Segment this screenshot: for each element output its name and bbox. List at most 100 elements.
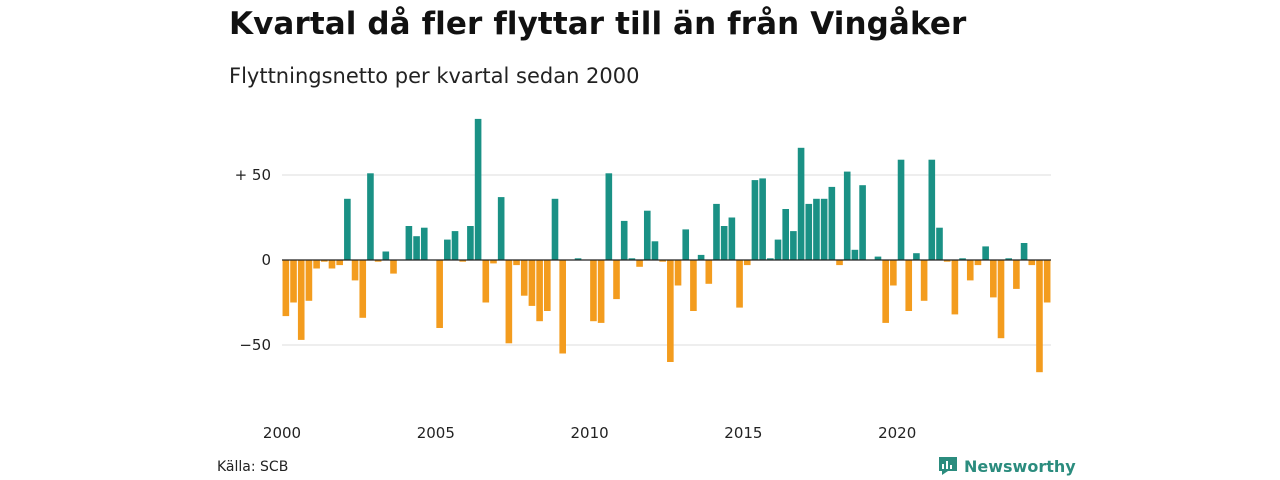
bar bbox=[505, 260, 513, 344]
bar bbox=[620, 220, 628, 260]
bar bbox=[597, 260, 605, 323]
bar bbox=[959, 258, 966, 260]
bar bbox=[359, 260, 367, 318]
bar bbox=[651, 241, 659, 260]
axis-layer: + 50 0 −50 2000 2005 2010 2015 2020 bbox=[235, 166, 1051, 442]
bar bbox=[790, 231, 797, 260]
bar bbox=[913, 253, 920, 260]
y-tick-label: 0 bbox=[261, 251, 271, 269]
bar bbox=[820, 198, 828, 260]
bar bbox=[536, 260, 543, 322]
bar bbox=[551, 198, 559, 260]
bar bbox=[836, 260, 843, 266]
chart-title: Kvartal då fler flyttar till än från Vin… bbox=[229, 6, 967, 42]
bar bbox=[874, 256, 882, 260]
bar bbox=[697, 254, 705, 260]
bar bbox=[936, 227, 943, 260]
brand-logo[interactable]: Newsworthy bbox=[938, 456, 1076, 476]
bar bbox=[643, 210, 651, 260]
bar bbox=[843, 171, 851, 260]
bar bbox=[920, 260, 928, 301]
bar bbox=[1028, 260, 1036, 266]
bar bbox=[513, 260, 520, 266]
x-tick-label: 2005 bbox=[417, 424, 455, 442]
bar bbox=[1005, 258, 1013, 260]
bar bbox=[767, 258, 774, 260]
bar bbox=[297, 260, 305, 340]
bar bbox=[782, 209, 789, 260]
bar bbox=[636, 260, 643, 267]
bar bbox=[751, 180, 759, 260]
x-tick-label: 2000 bbox=[263, 424, 301, 442]
bar bbox=[974, 260, 982, 266]
bar bbox=[1020, 243, 1028, 260]
bar bbox=[520, 260, 528, 296]
bar bbox=[851, 249, 859, 260]
bar bbox=[813, 198, 820, 260]
x-tick-label: 2020 bbox=[878, 424, 916, 442]
bar bbox=[1043, 260, 1051, 303]
bar bbox=[882, 260, 889, 323]
bar bbox=[390, 260, 397, 274]
bar bbox=[436, 260, 443, 328]
bar bbox=[474, 118, 482, 261]
bar bbox=[705, 260, 713, 284]
bar bbox=[613, 260, 620, 300]
bar bbox=[966, 260, 974, 281]
bar bbox=[382, 251, 390, 260]
bar bbox=[774, 239, 782, 260]
bar bbox=[367, 173, 374, 260]
bar bbox=[659, 260, 666, 262]
x-tick-label: 2015 bbox=[724, 424, 762, 442]
bar bbox=[467, 226, 474, 260]
bar bbox=[420, 227, 428, 260]
bar bbox=[690, 260, 697, 311]
bar bbox=[344, 198, 351, 260]
bar bbox=[736, 260, 743, 308]
bar bbox=[713, 203, 720, 260]
bar bbox=[544, 260, 551, 311]
bar bbox=[759, 178, 766, 260]
bar bbox=[859, 185, 866, 260]
bar bbox=[997, 260, 1005, 339]
bar bbox=[605, 173, 613, 260]
bar bbox=[943, 260, 951, 262]
grid-layer bbox=[282, 174, 1051, 346]
bar bbox=[928, 159, 936, 260]
bar bbox=[282, 260, 290, 317]
bar bbox=[1013, 260, 1020, 289]
x-tick-label: 2010 bbox=[571, 424, 609, 442]
bar bbox=[897, 159, 905, 260]
bar bbox=[797, 147, 805, 260]
bar bbox=[951, 260, 959, 315]
source-note: Källa: SCB bbox=[217, 459, 289, 475]
bar bbox=[497, 197, 505, 260]
chart-subtitle: Flyttningsnetto per kvartal sedan 2000 bbox=[229, 64, 640, 88]
bar bbox=[328, 260, 336, 269]
bar bbox=[336, 260, 343, 266]
bar bbox=[720, 226, 728, 260]
bar bbox=[451, 231, 459, 260]
bar bbox=[990, 260, 997, 298]
bar bbox=[674, 260, 682, 286]
bar bbox=[290, 260, 297, 303]
bar bbox=[743, 260, 751, 266]
bar bbox=[490, 260, 497, 264]
bar bbox=[482, 260, 490, 303]
bar bbox=[574, 258, 582, 260]
bar bbox=[444, 239, 451, 260]
bar bbox=[413, 236, 420, 260]
bar bbox=[728, 217, 736, 260]
y-tick-label: + 50 bbox=[235, 166, 271, 184]
bar bbox=[320, 260, 328, 262]
y-tick-label: −50 bbox=[239, 336, 271, 354]
bar bbox=[374, 260, 382, 262]
bar bbox=[405, 226, 413, 260]
newsworthy-logo-icon bbox=[939, 457, 957, 475]
bar bbox=[982, 246, 989, 260]
bar bbox=[828, 186, 836, 260]
bar bbox=[351, 260, 359, 281]
brand-name: Newsworthy bbox=[964, 456, 1076, 476]
bar bbox=[1036, 260, 1043, 373]
